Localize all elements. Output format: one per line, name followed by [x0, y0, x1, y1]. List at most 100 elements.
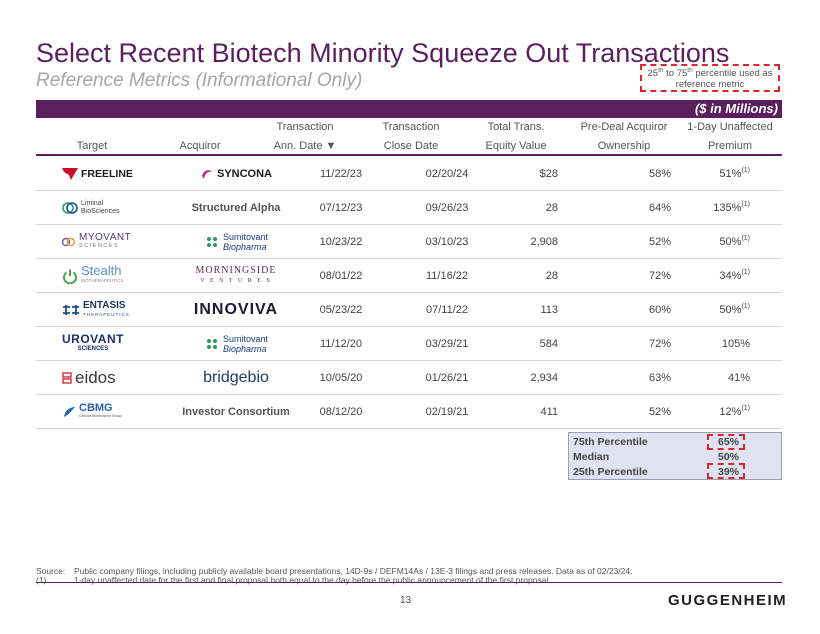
table-row: ENTASIS THERAPEUTICS INNOVIVA 05/23/22 0… — [36, 293, 782, 326]
percentile-value: 50% — [717, 451, 739, 463]
ann-date: 11/22/23 — [319, 167, 362, 180]
eidos-mark-icon — [62, 371, 72, 384]
row-divider — [36, 394, 782, 395]
footnote-ref: (1) — [741, 405, 750, 412]
page-subtitle: Reference Metrics (Informational Only) — [36, 70, 363, 91]
premium-value: 105% — [721, 337, 750, 350]
ownership: 64% — [648, 201, 672, 214]
footnote-ref: (1) — [741, 167, 750, 174]
footnote-ref: (1) — [741, 235, 750, 242]
col-ownership-2: Ownership — [597, 140, 651, 152]
target-name: CBMG — [79, 401, 113, 414]
sumitovant-mark-icon — [206, 236, 217, 247]
percentile-callout: 25th to 75th percentile used as referenc… — [640, 64, 780, 92]
row-divider — [36, 326, 782, 327]
table-row: eidos bridgebio 10/05/20 01/26/21 2,934 … — [36, 361, 782, 394]
callout-sup-b: th — [687, 67, 693, 74]
target-logo-entasis: ENTASIS THERAPEUTICS — [62, 293, 158, 326]
ownership: 60% — [648, 303, 672, 316]
premium-value: 51% — [719, 167, 742, 180]
close-date: 09/26/23 — [425, 201, 469, 214]
table-row: UROVANT SCIENCES Sumitovant Biopharma 11… — [36, 327, 782, 360]
target-logo-myovant: MYOVANT SCIENCES — [62, 225, 152, 258]
target-name: UROVANT — [62, 331, 124, 346]
col-close-date-1: Transaction — [382, 121, 440, 133]
percentile-75th: 75th Percentile 65% — [573, 436, 779, 450]
percentile-label: Median — [573, 451, 610, 463]
ownership: 63% — [648, 371, 672, 384]
ann-date: 10/23/22 — [319, 235, 363, 248]
col-ann-date-1[interactable]: Transaction — [276, 121, 334, 133]
premium-value: 34% — [719, 269, 742, 282]
target-subname: BIOTHERAPEUTICS — [81, 277, 124, 283]
close-date: 03/10/23 — [425, 235, 469, 248]
ann-date: 11/12/20 — [319, 337, 362, 350]
acquiror-logo-morningside: MORNINGSIDE V E N T U R E S — [156, 259, 316, 292]
percentile-25th: 25th Percentile 39% — [573, 466, 779, 480]
footnote-key: (1) — [36, 575, 47, 585]
percentile-label: 25th Percentile — [573, 466, 648, 478]
target-logo-liminal: Liminal BioSciences — [62, 191, 152, 224]
premium: 50% (1) — [656, 225, 750, 258]
premium-value: 135% — [713, 201, 742, 214]
table-row: CBMG Cellular Biomedicine Group Investor… — [36, 395, 782, 428]
callout-text-a: 25 — [647, 68, 659, 79]
equity-value: 2,908 — [530, 235, 558, 248]
callout-text-b: to 75 — [663, 68, 688, 79]
premium: 135% (1) — [656, 191, 750, 224]
row-divider — [36, 292, 782, 293]
col-acquiror: Acquiror — [179, 140, 221, 152]
table-row: MYOVANT SCIENCES Sumitovant Biopharma 10… — [36, 225, 782, 258]
ownership: 72% — [648, 269, 672, 282]
footnote-ref: (1) — [741, 201, 750, 208]
table-row: FREELINE SYNCONA 11/22/23 02/20/24 $28 5… — [36, 157, 782, 190]
footnote-source: Source: Public company filings, including… — [36, 566, 632, 576]
footnote-1: (1) 1-day unaffected date for the first a… — [36, 575, 551, 585]
acquiror-name: INNOVIVA — [193, 300, 279, 318]
acquiror-subname: V E N T U R E S — [200, 277, 272, 284]
equity-value: 28 — [545, 201, 558, 214]
acquiror-name: SYNCONA — [216, 167, 272, 180]
page-title: Select Recent Biotech Minority Squeeze O… — [36, 38, 730, 68]
ownership: 58% — [648, 167, 672, 180]
ann-date: 07/12/23 — [319, 201, 363, 214]
target-name: Liminal — [81, 199, 104, 207]
acquiror-name: Sumitovant — [222, 231, 269, 242]
row-divider — [36, 224, 782, 225]
col-ann-date-2[interactable]: Ann. Date ▼ — [273, 140, 337, 152]
acquiror-name: bridgebio — [203, 368, 269, 386]
target-subname: THERAPEUTICS — [83, 311, 130, 317]
acquiror-logo-sumitovant: Sumitovant Biopharma — [156, 225, 316, 258]
acquiror-logo-syncona: SYNCONA — [156, 157, 316, 190]
target-logo-eidos: eidos — [62, 361, 152, 394]
row-divider — [36, 258, 782, 259]
footnote-text: 1-day unaffected date for the first and … — [74, 575, 551, 585]
stealth-power-icon — [63, 269, 77, 284]
footnote-ref: (1) — [741, 303, 750, 310]
target-subname: BioSciences — [81, 207, 120, 215]
percentile-label: 75th Percentile — [573, 436, 648, 448]
units-label: ($ in Millions) — [694, 101, 778, 116]
ann-date: 08/12/20 — [319, 405, 363, 418]
liminal-mark-icon — [62, 201, 78, 214]
equity-value: 584 — [539, 337, 558, 350]
col-equity-1: Total Trans. — [487, 121, 545, 133]
target-logo-stealth: Stealth BIOTHERAPEUTICS — [62, 259, 158, 292]
percentile-summary: 75th Percentile 65% Median 50% 25th Perc… — [568, 432, 782, 480]
footnote-ref: (1) — [741, 269, 750, 276]
myovant-mark-icon — [62, 237, 76, 246]
percentile-value: 65% — [717, 436, 739, 448]
close-date: 03/29/21 — [425, 337, 469, 350]
cbmg-mark-icon — [64, 406, 75, 417]
acquiror-logo-sumitovant: Sumitovant Biopharma — [156, 327, 316, 360]
close-date: 11/16/22 — [425, 269, 468, 282]
acquiror-name: Investor Consortium — [182, 405, 290, 418]
acquiror-name: Structured Alpha — [191, 201, 281, 214]
row-divider — [36, 190, 782, 191]
footnote-key: Source: — [36, 566, 66, 576]
target-name: Stealth — [81, 262, 122, 278]
highlight-25th-box — [707, 463, 745, 479]
target-name: MYOVANT — [79, 231, 132, 243]
close-date: 07/11/22 — [425, 303, 468, 316]
guggenheim-logo: GUGGENHEIM — [668, 592, 788, 609]
